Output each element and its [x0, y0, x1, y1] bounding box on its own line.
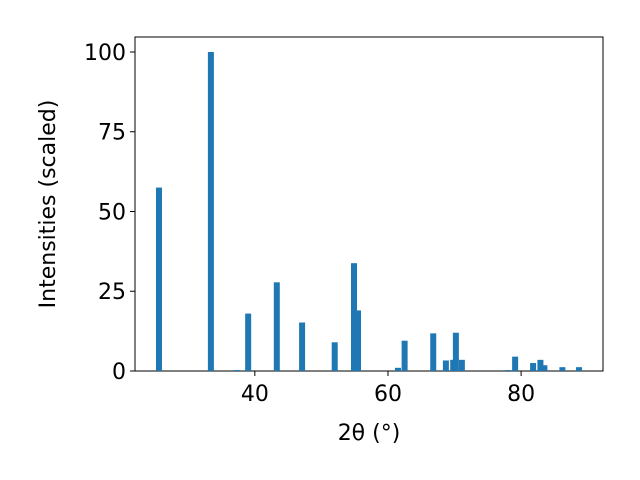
x-axis-label: 2θ (°)	[338, 421, 401, 446]
y-tick-label: 0	[112, 360, 126, 385]
y-tick-label: 50	[98, 200, 126, 225]
bar	[452, 332, 459, 371]
bar	[512, 356, 519, 371]
x-tick-label: 40	[241, 382, 269, 407]
bar	[331, 342, 338, 371]
bar	[273, 282, 280, 371]
bar	[245, 313, 252, 371]
bar	[233, 370, 240, 371]
bar	[155, 187, 162, 371]
plot-frame	[134, 36, 604, 372]
bar	[576, 367, 583, 371]
bar	[537, 359, 544, 371]
bar	[207, 51, 214, 371]
y-tick-label: 100	[84, 41, 126, 66]
bar	[504, 370, 511, 371]
y-tick-label: 75	[98, 121, 126, 146]
bar	[351, 263, 358, 371]
bar	[355, 310, 362, 371]
x-tick-label: 60	[374, 382, 402, 407]
bar	[401, 340, 408, 371]
x-tick-label: 80	[507, 382, 535, 407]
bar	[541, 365, 548, 371]
y-axis-label: Intensities (scaled)	[36, 100, 61, 309]
bar	[530, 363, 537, 371]
bar	[458, 359, 465, 371]
y-tick-label: 25	[98, 280, 126, 305]
bar	[430, 333, 437, 371]
bar	[299, 322, 306, 371]
bar	[394, 367, 401, 371]
bar	[442, 360, 449, 371]
bar	[559, 367, 566, 371]
